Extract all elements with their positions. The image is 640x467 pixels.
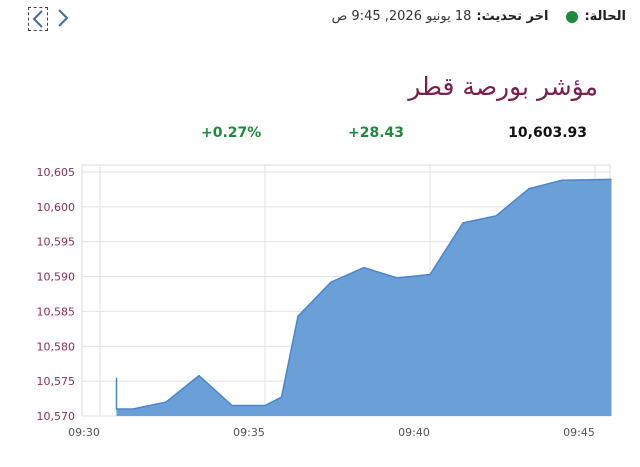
index-change: +28.43	[348, 125, 405, 141]
last-update-value: 18 يونيو 2026, 9:45 ص	[331, 9, 472, 24]
index-price: 10,603.93	[508, 125, 587, 141]
price-line	[115, 178, 612, 410]
status-indicator-dot	[566, 10, 579, 23]
y-tick-label: 10,595	[37, 236, 76, 249]
y-tick-label: 10,590	[37, 271, 76, 284]
status-bar: الحالة: اخر تحديث: 18 يونيو 2026, 9:45 ص	[332, 9, 626, 24]
status-label: الحالة:	[584, 9, 626, 24]
x-tick-label: 09:30	[68, 426, 100, 439]
index-change-percent: +0.27%	[201, 125, 262, 141]
y-tick-label: 10,570	[37, 410, 76, 423]
x-tick-label: 09:45	[563, 426, 595, 439]
y-tick-label: 10,605	[37, 166, 76, 179]
y-tick-label: 10,580	[37, 340, 76, 353]
last-update-label: اخر تحديث:	[476, 9, 549, 24]
price-area	[116, 179, 612, 416]
y-axis-ticks: 10,570 10,575 10,580 10,585 10,590 10,595 10,6…	[37, 166, 76, 423]
prev-button[interactable]	[28, 7, 48, 31]
next-button[interactable]	[54, 7, 72, 29]
chevron-left-icon	[32, 10, 43, 28]
x-axis-ticks: 09:30 09:35 09:40 09:45	[68, 426, 595, 439]
chevron-right-icon	[58, 9, 69, 27]
index-title: مؤشر بورصة قطر	[408, 72, 598, 101]
y-tick-label: 10,575	[37, 375, 76, 388]
y-tick-label: 10,585	[37, 305, 76, 318]
y-tick-label: 10,600	[37, 201, 76, 214]
x-tick-label: 09:40	[398, 426, 430, 439]
x-tick-label: 09:35	[233, 426, 265, 439]
